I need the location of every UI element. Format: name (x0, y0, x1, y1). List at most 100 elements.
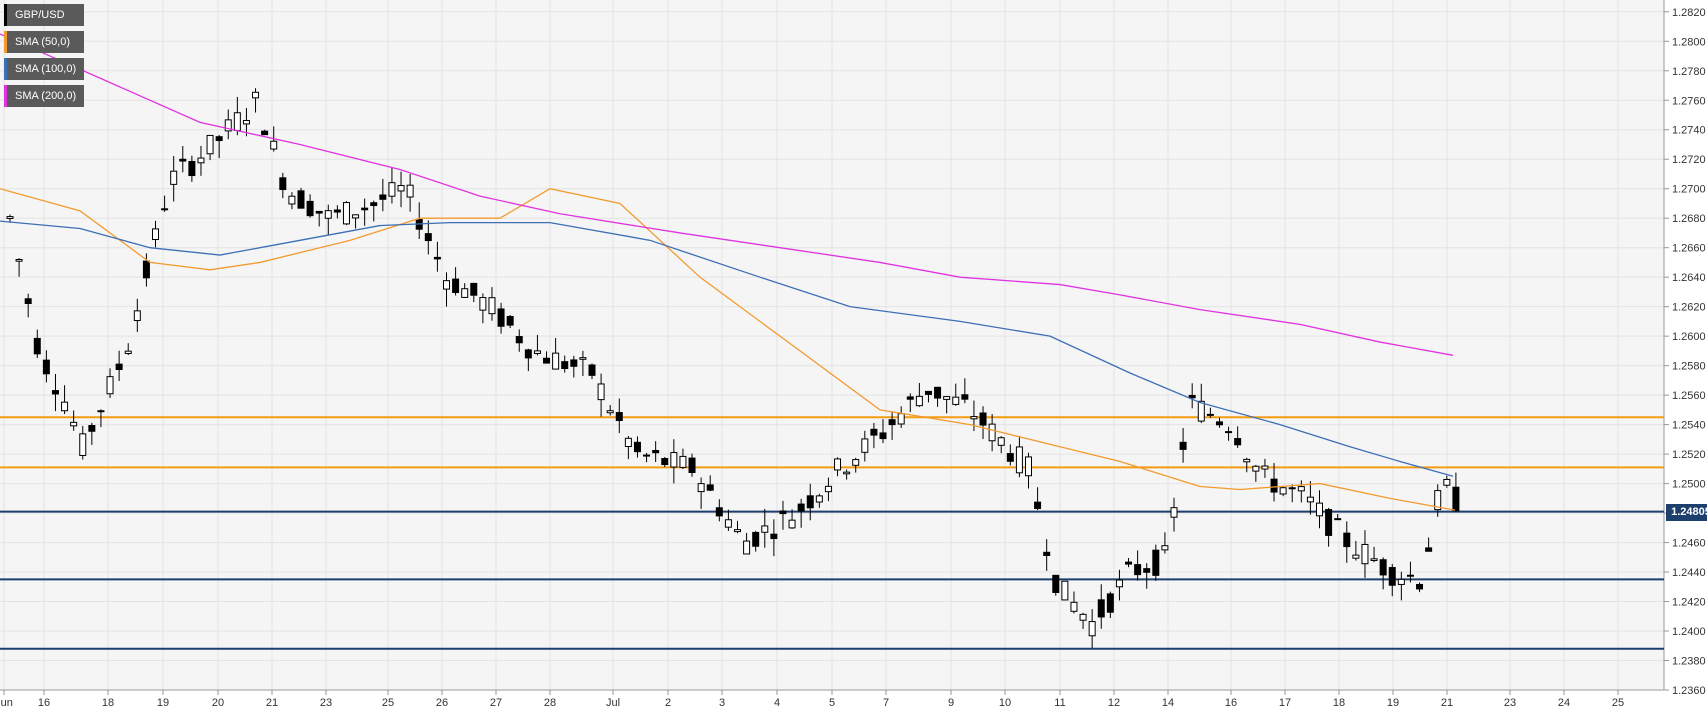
candle-body (779, 510, 787, 515)
y-tick-label: 1.2820 (1672, 7, 1706, 19)
x-tick-label: 19 (1387, 697, 1399, 709)
candle-body (379, 194, 387, 200)
legend-item-sma200[interactable]: SMA (200,0) (4, 85, 85, 107)
y-tick-label: 1.2680 (1672, 213, 1706, 225)
y-tick-label: 1.2440 (1672, 567, 1706, 579)
candle-body (443, 280, 450, 290)
x-tick-label: Jul (606, 697, 620, 709)
candle-body (224, 119, 232, 132)
candle-body (61, 401, 69, 412)
candle-body (1261, 465, 1269, 470)
candle-body (633, 441, 641, 453)
candle-body (515, 336, 523, 344)
y-tick-label: 1.2640 (1672, 272, 1706, 284)
sma50-line (0, 188, 1456, 511)
candle-body (1034, 501, 1042, 509)
candle-body (961, 394, 969, 400)
candle-body (1006, 453, 1014, 462)
candle-body (815, 495, 823, 503)
candle-body (1279, 487, 1287, 495)
x-tick-label: 23 (1504, 697, 1516, 709)
candle-body (797, 503, 805, 512)
candle-body (1134, 564, 1142, 576)
candle-body (752, 531, 760, 547)
x-tick-label: 19 (157, 697, 169, 709)
legend-label-gbpusd: GBP/USD (15, 9, 65, 21)
x-tick-label: 7 (883, 697, 889, 709)
candle-body (270, 140, 278, 150)
candle-body (643, 454, 651, 457)
candle-body (261, 130, 269, 136)
candle-body (661, 458, 669, 466)
x-tick-label: 18 (102, 697, 114, 709)
candle-body (897, 413, 905, 425)
y-tick-label: 1.2760 (1672, 95, 1706, 107)
x-tick-label: 17 (1279, 697, 1291, 709)
y-tick-label: 1.2800 (1672, 36, 1706, 48)
candle-body (970, 416, 978, 420)
candle-body (606, 410, 614, 414)
y-tick-label: 1.2360 (1672, 685, 1706, 697)
candle-body (861, 438, 869, 453)
candle-body (115, 363, 123, 370)
y-tick-label: 1.2660 (1672, 243, 1706, 255)
candle-body (888, 419, 896, 426)
candle-body (561, 361, 569, 370)
y-tick-label: 1.2500 (1672, 479, 1706, 491)
candle-body (388, 182, 396, 197)
candle-body (24, 298, 32, 305)
candle-body (124, 350, 132, 354)
y-tick-label: 1.2400 (1672, 626, 1706, 638)
y-tick-label: 1.2720 (1672, 154, 1706, 166)
candle-body (506, 315, 514, 326)
candle-body (979, 412, 987, 426)
legend-item-gbpusd[interactable]: GBP/USD (4, 4, 85, 26)
candle-body (479, 297, 487, 311)
legend-swatch-gbpusd (4, 4, 7, 26)
candle-body (870, 428, 878, 436)
candle-body (279, 177, 287, 191)
candle-body (79, 433, 87, 456)
legend-item-sma50[interactable]: SMA (50,0) (4, 31, 85, 53)
candle-body (406, 184, 414, 198)
candle-body (1434, 490, 1442, 511)
candle-body (1388, 567, 1396, 586)
x-tick-label: 9 (948, 697, 954, 709)
x-tick-label: 28 (544, 697, 556, 709)
candle-body (297, 190, 305, 209)
legend-label-sma50: SMA (50,0) (15, 36, 71, 48)
legend-swatch-sma50 (4, 31, 7, 53)
legend-swatch-sma200 (4, 85, 7, 107)
candle-body (152, 228, 159, 240)
legend-item-sma100[interactable]: SMA (100,0) (4, 58, 85, 80)
x-tick-label: 11 (1054, 697, 1065, 709)
candle-body (997, 437, 1005, 446)
x-tick-label: 5 (829, 697, 835, 709)
candle-body (361, 207, 369, 211)
candle-body (906, 396, 914, 400)
candle-body (1425, 547, 1433, 552)
candle-body (852, 459, 860, 466)
candle-body (452, 278, 460, 294)
x-tick-label: 25 (1612, 697, 1624, 709)
candle-body (1306, 496, 1314, 503)
candle-body (615, 412, 623, 422)
candle-body (1197, 400, 1205, 422)
candle-body (588, 364, 596, 376)
candle-body (1097, 599, 1105, 618)
candle-body (397, 185, 405, 192)
candle-body (1152, 549, 1160, 576)
x-tick-label: 2 (665, 697, 671, 709)
candle-body (1088, 621, 1096, 637)
x-tick-label: 4 (774, 697, 780, 709)
x-tick-label: 18 (1333, 697, 1345, 709)
x-tick-label: Jun (0, 697, 13, 709)
x-tick-label: 16 (1225, 697, 1237, 709)
candle-body (370, 202, 378, 207)
candle-body (706, 484, 714, 491)
candle-body (1143, 568, 1151, 573)
candle-body (1052, 574, 1060, 593)
candle-body (424, 233, 432, 242)
